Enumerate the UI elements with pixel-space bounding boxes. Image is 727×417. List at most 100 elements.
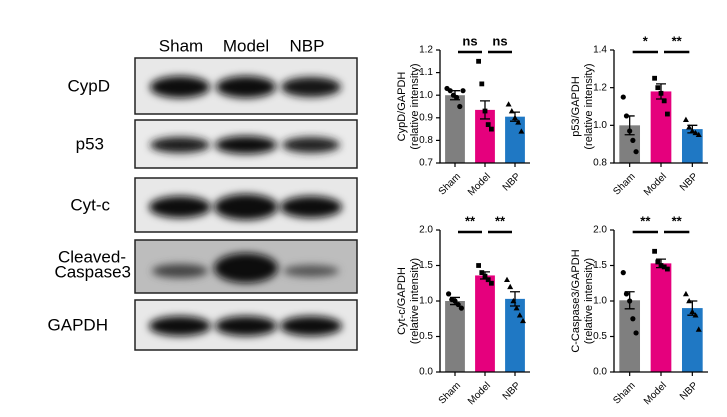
data-point [695,326,702,332]
bar [445,301,465,372]
y-axis-label: (relative intensity) [409,258,421,344]
bar [619,300,641,372]
bar [681,308,703,372]
data-point [655,259,661,265]
x-tick-label: Sham [611,171,637,197]
y-tick-label: 1.0 [593,296,607,307]
data-point [665,111,670,117]
y-tick-label: 0.9 [419,112,433,123]
x-tick-label: Sham [437,171,463,197]
x-tick-label: Model [642,171,669,198]
significance-label: ns [462,33,477,48]
y-axis-label: (relative intensity) [583,258,595,344]
data-point [692,312,699,318]
bar [681,129,703,163]
y-tick-label: 1.5 [593,260,607,271]
western-blot: Sham Model NBP CypD p53 Cyt-c Cleaved- C… [48,36,358,351]
data-point [454,94,460,101]
data-point [661,98,667,104]
x-tick-label: NBP [501,380,524,403]
data-point [479,81,485,87]
axes [613,230,708,373]
x-tick-label: Model [642,380,669,407]
data-point [630,316,636,322]
x-tick-label: NBP [678,171,701,194]
significance-label: ** [465,213,476,228]
data-point [623,291,630,297]
data-point [652,75,657,81]
x-tick-label: NBP [501,171,524,194]
bar [445,95,465,163]
data-point [516,312,523,318]
data-point [482,273,488,279]
y-tick-label: 0.5 [593,331,607,342]
data-point [460,88,466,94]
data-point [630,137,636,143]
y-tick-label: 0.0 [593,367,607,378]
data-point [686,124,693,130]
y-axis-label: (relative intensity) [583,63,595,149]
data-point [689,308,696,314]
data-point [658,90,664,96]
data-point [458,305,464,311]
x-tick-label: NBP [678,380,701,403]
significance-label: ** [495,213,506,228]
bar [505,116,525,163]
row-label: Cleaved- [58,247,126,266]
data-point [485,122,491,127]
y-tick-label: 1.2 [419,45,433,56]
data-point [682,116,689,122]
axes [439,230,530,373]
data-point [476,58,481,64]
data-point [665,266,670,272]
y-tick-label: 0.5 [419,331,433,342]
axes [613,50,708,164]
data-point [686,298,693,304]
data-point [510,298,517,304]
y-tick-label: 2.0 [419,225,433,236]
data-point [513,305,520,311]
row-label: Cyt-c [70,195,110,214]
row-label: Caspase3 [54,262,131,281]
y-tick-label: 1.1 [419,67,433,78]
y-tick-label: 1.4 [593,45,607,56]
y-axis-label: Cyt-c/GAPDH [396,267,408,335]
data-point [515,119,522,125]
y-axis-label: (relative intensity) [409,63,421,149]
data-point [695,131,702,138]
row-label: p53 [76,134,104,153]
data-point [658,263,664,268]
row-label: CypD [67,76,110,95]
x-tick-label: Sham [611,380,637,406]
data-point [633,330,639,336]
data-point [476,263,481,268]
data-point [627,298,633,304]
bar [650,91,672,163]
data-point [633,149,639,155]
data-point [652,248,657,254]
data-point [507,283,514,290]
data-point [661,264,667,270]
data-point [455,301,461,308]
row-label: GAPDH [48,315,108,334]
lane-label: Model [223,36,269,55]
y-tick-label: 2.0 [593,225,607,236]
data-point [482,108,488,114]
y-tick-label: 0.8 [419,135,433,146]
data-point [655,85,661,91]
x-tick-label: Model [466,171,493,198]
data-point [518,128,525,134]
data-point [508,108,515,114]
y-tick-label: 1.0 [419,90,433,101]
data-point [620,94,626,100]
data-point [689,127,696,134]
data-point [504,276,510,282]
data-point [485,277,491,283]
data-point [623,113,630,119]
data-point [447,88,453,94]
y-tick-label: 0.0 [419,367,433,378]
error-bar [510,291,520,307]
y-axis-label: C-Caspase3/GAPDH [570,249,582,352]
y-tick-label: 1.5 [419,260,433,271]
